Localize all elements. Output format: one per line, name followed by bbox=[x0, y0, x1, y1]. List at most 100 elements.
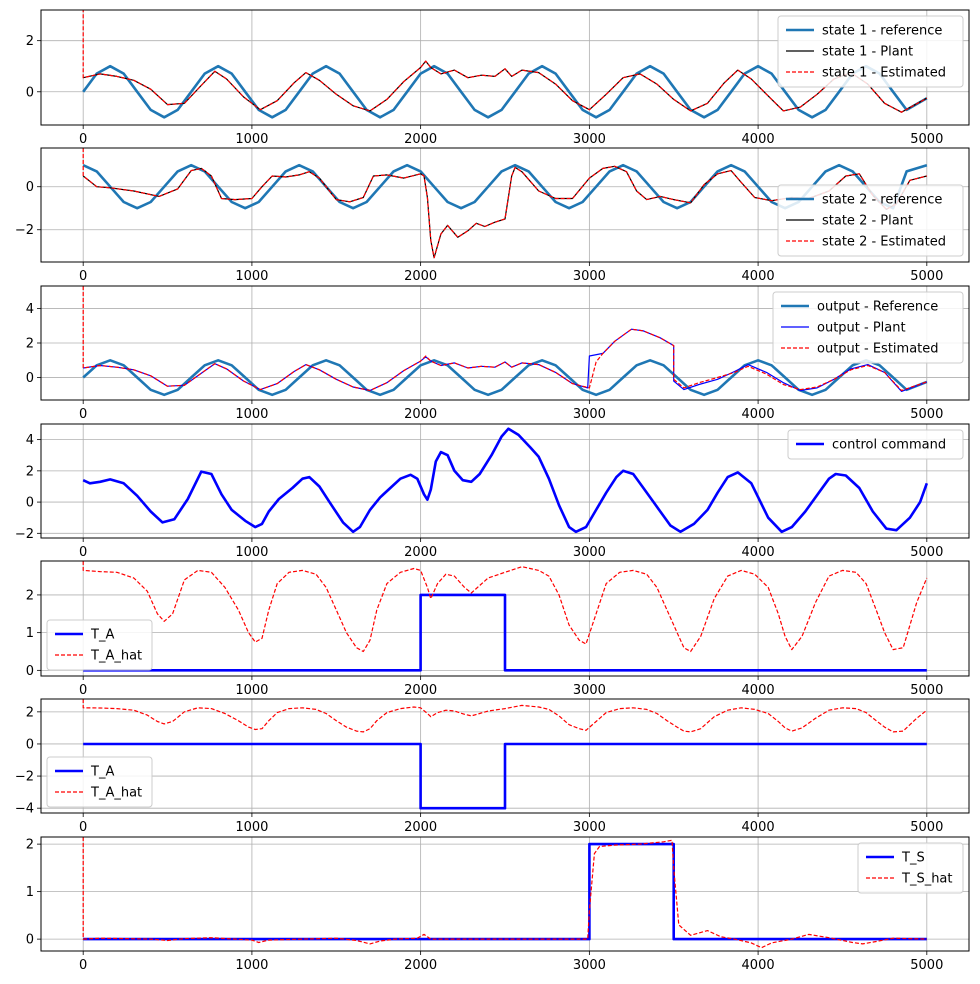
y-tick-label: 2 bbox=[26, 34, 34, 49]
panel-7: 0 1000 2000 3000 4000 5000 0 1 2 T_S T_S_hat bbox=[26, 836, 970, 973]
x-tick-label: 4000 bbox=[742, 820, 775, 835]
x-tick-label: 4000 bbox=[742, 683, 775, 698]
x-tick-label: 2000 bbox=[404, 132, 437, 147]
series-line-1 bbox=[82, 358, 928, 397]
x-tick-label: 1000 bbox=[235, 132, 268, 147]
legend-label: T_A bbox=[90, 628, 114, 643]
legend-label: output - Reference bbox=[817, 300, 938, 315]
y-tick-label: 0 bbox=[26, 85, 34, 100]
legend-label: T_A_hat bbox=[90, 649, 142, 664]
x-tick-label: 0 bbox=[79, 269, 87, 284]
x-tick-label: 0 bbox=[79, 820, 87, 835]
legend: state 1 - reference state 1 - Plant state … bbox=[777, 15, 964, 88]
series-line-3 bbox=[82, 286, 927, 392]
series-line-1 bbox=[83, 742, 927, 810]
series-line-2 bbox=[82, 837, 927, 949]
panel-1: 0 1000 2000 3000 4000 5000 0 2 state 1 - referen… bbox=[26, 9, 970, 147]
series-line-2 bbox=[82, 699, 928, 733]
legend-label: state 2 - Plant bbox=[822, 214, 913, 229]
legend-label: state 2 - reference bbox=[822, 193, 942, 208]
x-tick-label: 0 bbox=[79, 545, 87, 560]
series-line-2 bbox=[82, 561, 928, 653]
legend-label: T_S bbox=[901, 851, 925, 866]
x-tick-label: 5000 bbox=[910, 545, 943, 560]
legend: T_A T_A_hat bbox=[46, 619, 153, 671]
x-tick-label: 1000 bbox=[235, 545, 268, 560]
y-tick-label: 2 bbox=[26, 464, 34, 479]
y-tick-label: 2 bbox=[26, 337, 34, 352]
x-tick-label: 3000 bbox=[573, 958, 606, 973]
x-tick-label: 2000 bbox=[404, 545, 437, 560]
legend: control command bbox=[787, 429, 964, 460]
legend-label: state 1 - Plant bbox=[822, 45, 913, 60]
y-tick-label: 2 bbox=[26, 588, 34, 603]
x-tick-label: 3000 bbox=[573, 132, 606, 147]
x-tick-label: 0 bbox=[79, 958, 87, 973]
legend-label: T_A_hat bbox=[90, 786, 142, 801]
x-tick-label: 3000 bbox=[573, 545, 606, 560]
x-tick-label: 5000 bbox=[910, 269, 943, 284]
legend-label: T_A bbox=[90, 765, 114, 780]
x-tick-label: 4000 bbox=[742, 545, 775, 560]
legend-label: state 2 - Estimated bbox=[822, 235, 946, 250]
x-tick-label: 5000 bbox=[910, 407, 943, 422]
series-line-1 bbox=[83, 593, 927, 672]
legend: T_S T_S_hat bbox=[857, 842, 964, 894]
x-tick-label: 2000 bbox=[404, 820, 437, 835]
legend: state 2 - reference state 2 - Plant state … bbox=[777, 184, 964, 257]
x-tick-label: 3000 bbox=[573, 407, 606, 422]
y-tick-label: 1 bbox=[26, 885, 34, 900]
y-tick-label: 4 bbox=[26, 433, 34, 448]
axes-frame bbox=[40, 698, 970, 814]
y-tick-label: −2 bbox=[15, 223, 34, 238]
y-tick-label: 2 bbox=[26, 838, 34, 853]
x-tick-label: 2000 bbox=[404, 958, 437, 973]
x-tick-label: 2000 bbox=[404, 683, 437, 698]
x-tick-label: 3000 bbox=[573, 269, 606, 284]
legend-label: T_S_hat bbox=[901, 872, 953, 887]
panel-5: 0 1000 2000 3000 4000 5000 0 1 2 T_A T_A_hat bbox=[26, 560, 970, 698]
axes-frame bbox=[40, 836, 970, 952]
y-tick-label: 0 bbox=[26, 933, 34, 948]
x-tick-label: 3000 bbox=[573, 820, 606, 835]
legend-label: state 1 - reference bbox=[822, 24, 942, 39]
panel-6: 0 1000 2000 3000 4000 5000 −4 −2 0 2 T_A T_A_hat bbox=[15, 698, 970, 835]
x-tick-label: 0 bbox=[79, 407, 87, 422]
series-line-3 bbox=[82, 10, 928, 113]
panel-3: 0 1000 2000 3000 4000 5000 0 2 4 output - Referen… bbox=[26, 285, 970, 422]
series-line-1 bbox=[82, 427, 929, 534]
x-tick-label: 5000 bbox=[910, 820, 943, 835]
axes-frame bbox=[40, 423, 970, 539]
y-tick-label: 1 bbox=[26, 626, 34, 641]
legend: T_A T_A_hat bbox=[46, 756, 153, 808]
y-tick-label: −2 bbox=[15, 770, 34, 785]
legend-label: output - Estimated bbox=[817, 342, 939, 357]
y-tick-label: 0 bbox=[26, 737, 34, 752]
x-tick-label: 5000 bbox=[910, 132, 943, 147]
axes-frame bbox=[40, 147, 970, 263]
x-tick-label: 0 bbox=[79, 132, 87, 147]
x-tick-label: 4000 bbox=[742, 132, 775, 147]
panel-4: 0 1000 2000 3000 4000 5000 −2 0 2 4 control comman… bbox=[15, 423, 970, 560]
y-tick-label: −2 bbox=[15, 527, 34, 542]
x-tick-label: 1000 bbox=[235, 820, 268, 835]
axes-frame bbox=[40, 9, 970, 126]
legend-label: output - Plant bbox=[817, 321, 906, 336]
x-tick-label: 1000 bbox=[235, 683, 268, 698]
x-tick-label: 4000 bbox=[742, 958, 775, 973]
x-tick-label: 4000 bbox=[742, 407, 775, 422]
y-tick-label: −4 bbox=[15, 802, 34, 817]
y-tick-label: 2 bbox=[26, 705, 34, 720]
y-tick-label: 0 bbox=[26, 496, 34, 511]
y-tick-label: 4 bbox=[26, 302, 34, 317]
legend: output - Reference output - Plant output -… bbox=[772, 291, 964, 364]
x-tick-label: 1000 bbox=[235, 407, 268, 422]
y-tick-label: 0 bbox=[26, 180, 34, 195]
y-tick-label: 0 bbox=[26, 664, 34, 679]
y-tick-label: 0 bbox=[26, 371, 34, 386]
panel-2: 0 1000 2000 3000 4000 5000 −2 0 state 2 - refere… bbox=[15, 147, 970, 284]
x-tick-label: 5000 bbox=[910, 683, 943, 698]
x-tick-label: 4000 bbox=[742, 269, 775, 284]
x-tick-label: 1000 bbox=[235, 958, 268, 973]
